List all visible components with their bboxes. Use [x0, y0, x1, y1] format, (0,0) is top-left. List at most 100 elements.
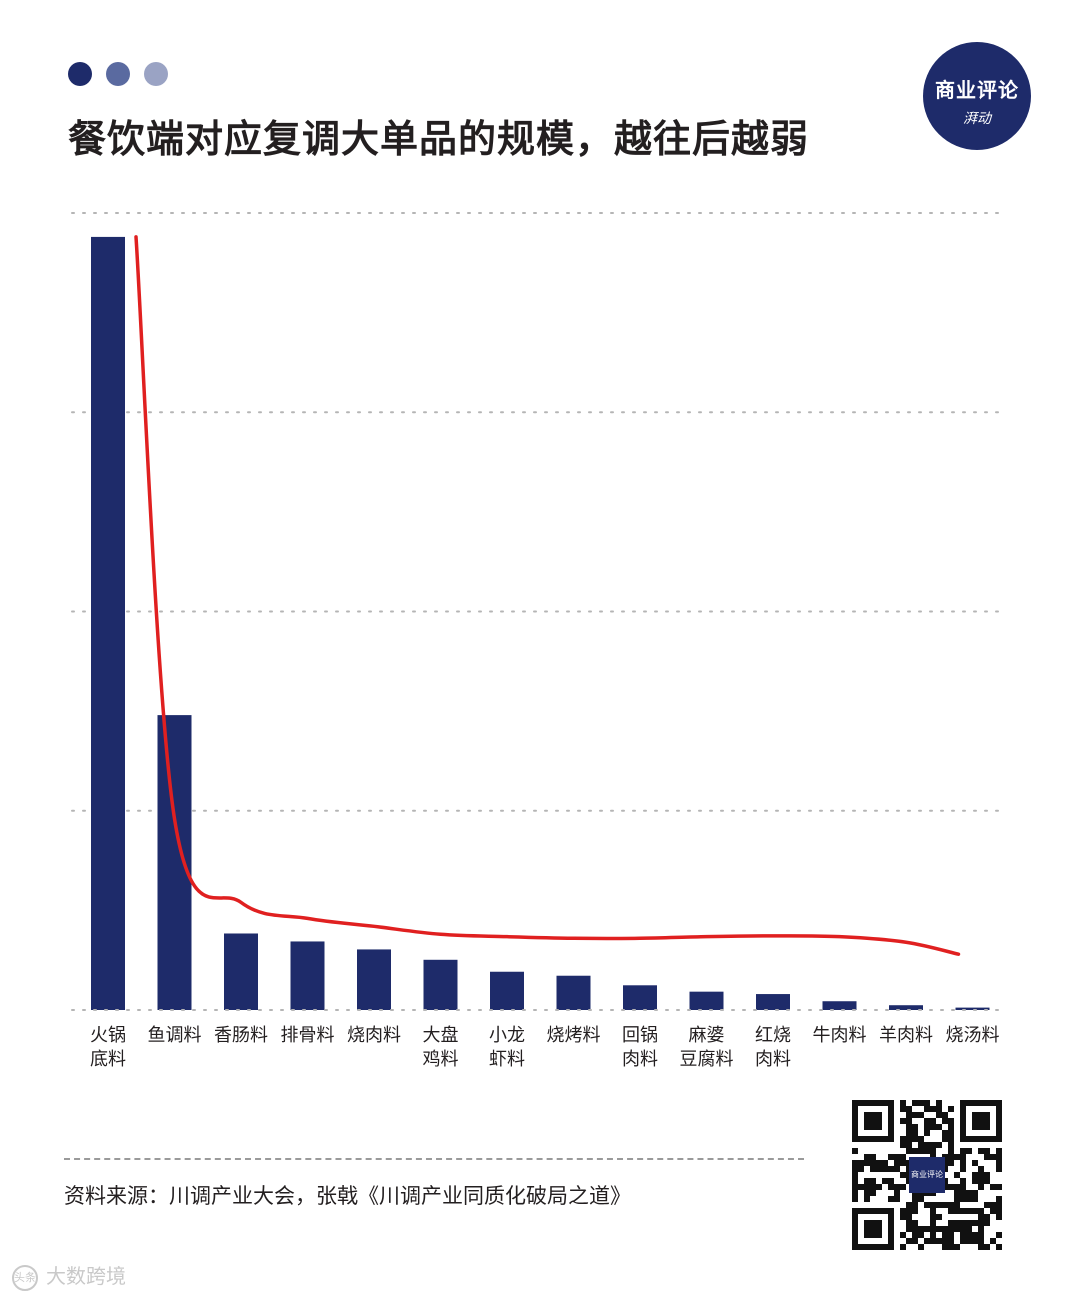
qr-module: [960, 1166, 966, 1172]
qr-module: [930, 1202, 936, 1208]
bar-10: [756, 994, 790, 1010]
dot-3: [144, 62, 168, 86]
qr-module: [960, 1148, 966, 1154]
x-tick-label-4-0: 烧肉料: [347, 1025, 401, 1046]
qr-module: [966, 1190, 972, 1196]
qr-module: [912, 1208, 918, 1214]
qr-module: [852, 1184, 858, 1190]
qr-pattern: [852, 1100, 1002, 1250]
qr-module: [942, 1166, 948, 1172]
bar-12: [889, 1005, 923, 1010]
qr-module: [954, 1202, 960, 1208]
qr-logo: 商业评论: [909, 1157, 945, 1193]
qr-module: [996, 1214, 1002, 1220]
qr-module: [996, 1166, 1002, 1172]
qr-module: [966, 1196, 972, 1202]
qr-module: [852, 1172, 858, 1178]
qr-module: [978, 1226, 984, 1232]
qr-module: [900, 1172, 906, 1178]
watermark-icon: 头条: [12, 1264, 38, 1291]
qr-module: [948, 1130, 954, 1136]
qr-module: [912, 1190, 918, 1196]
qr-module: [960, 1196, 966, 1202]
qr-module: [942, 1244, 948, 1250]
qr-module: [912, 1124, 918, 1130]
qr-module: [864, 1178, 870, 1184]
qr-module: [906, 1124, 912, 1130]
bar-11: [822, 1001, 857, 1010]
qr-module: [990, 1184, 996, 1190]
qr-module: [972, 1178, 978, 1184]
qr-module: [948, 1136, 954, 1142]
qr-module: [912, 1112, 918, 1118]
x-tick-label-9-0: 麻婆: [689, 1025, 725, 1046]
x-tick-label-13-0: 烧汤料: [946, 1025, 1000, 1046]
qr-module: [906, 1130, 912, 1136]
qr-module: [984, 1202, 990, 1208]
qr-module: [978, 1208, 984, 1214]
x-tick-label-1-0: 鱼调料: [148, 1025, 202, 1046]
qr-module: [912, 1202, 918, 1208]
x-tick-label-8-1: 肉料: [622, 1049, 658, 1070]
bar-3: [290, 941, 325, 1010]
qr-module: [900, 1106, 906, 1112]
qr-module: [960, 1178, 966, 1184]
qr-code: 商业评论: [852, 1100, 1002, 1250]
qr-module: [864, 1190, 870, 1196]
qr-finder-core-1: [972, 1112, 990, 1130]
qr-module: [978, 1184, 984, 1190]
qr-module: [960, 1160, 966, 1166]
qr-module: [942, 1184, 948, 1190]
qr-module: [930, 1118, 936, 1124]
qr-module: [906, 1148, 912, 1154]
qr-module: [966, 1208, 972, 1214]
qr-module: [948, 1238, 954, 1244]
qr-module: [960, 1184, 966, 1190]
qr-module: [936, 1100, 942, 1106]
qr-module: [882, 1166, 888, 1172]
qr-module: [900, 1232, 906, 1238]
qr-module: [966, 1220, 972, 1226]
page-title: 餐饮端对应复调大单品的规模，越往后越弱: [68, 117, 810, 161]
qr-module: [942, 1136, 948, 1142]
qr-module: [924, 1142, 930, 1148]
qr-module: [978, 1232, 984, 1238]
qr-module: [930, 1106, 936, 1112]
qr-module: [966, 1226, 972, 1232]
qr-module: [912, 1100, 918, 1106]
qr-module: [882, 1178, 888, 1184]
qr-module: [918, 1148, 924, 1154]
qr-module: [924, 1124, 930, 1130]
qr-module: [978, 1178, 984, 1184]
qr-module: [930, 1208, 936, 1214]
qr-module: [960, 1190, 966, 1196]
qr-module: [936, 1106, 942, 1112]
qr-module: [894, 1160, 900, 1166]
qr-module: [936, 1112, 942, 1118]
bar-9: [689, 991, 724, 1010]
logo-bottom-text: 湃动: [963, 111, 991, 127]
source-note: 资料来源：川调产业大会，张戟《川调产业同质化破局之道》: [64, 1184, 631, 1208]
qr-module: [960, 1232, 966, 1238]
qr-module: [870, 1178, 876, 1184]
qr-module: [906, 1226, 912, 1232]
qr-module: [942, 1130, 948, 1136]
qr-module: [948, 1226, 954, 1232]
qr-module: [912, 1238, 918, 1244]
qr-module: [972, 1232, 978, 1238]
qr-module: [954, 1220, 960, 1226]
qr-module: [930, 1238, 936, 1244]
qr-module: [990, 1208, 996, 1214]
qr-module: [948, 1232, 954, 1238]
qr-module: [948, 1208, 954, 1214]
x-tick-label-5-1: 鸡料: [423, 1049, 459, 1070]
qr-module: [942, 1178, 948, 1184]
bar-1: [157, 715, 192, 1010]
qr-module: [912, 1130, 918, 1136]
qr-module: [870, 1166, 876, 1172]
qr-module: [948, 1160, 954, 1166]
qr-module: [936, 1124, 942, 1130]
qr-module: [948, 1106, 954, 1112]
qr-module: [948, 1124, 954, 1130]
qr-module: [972, 1220, 978, 1226]
